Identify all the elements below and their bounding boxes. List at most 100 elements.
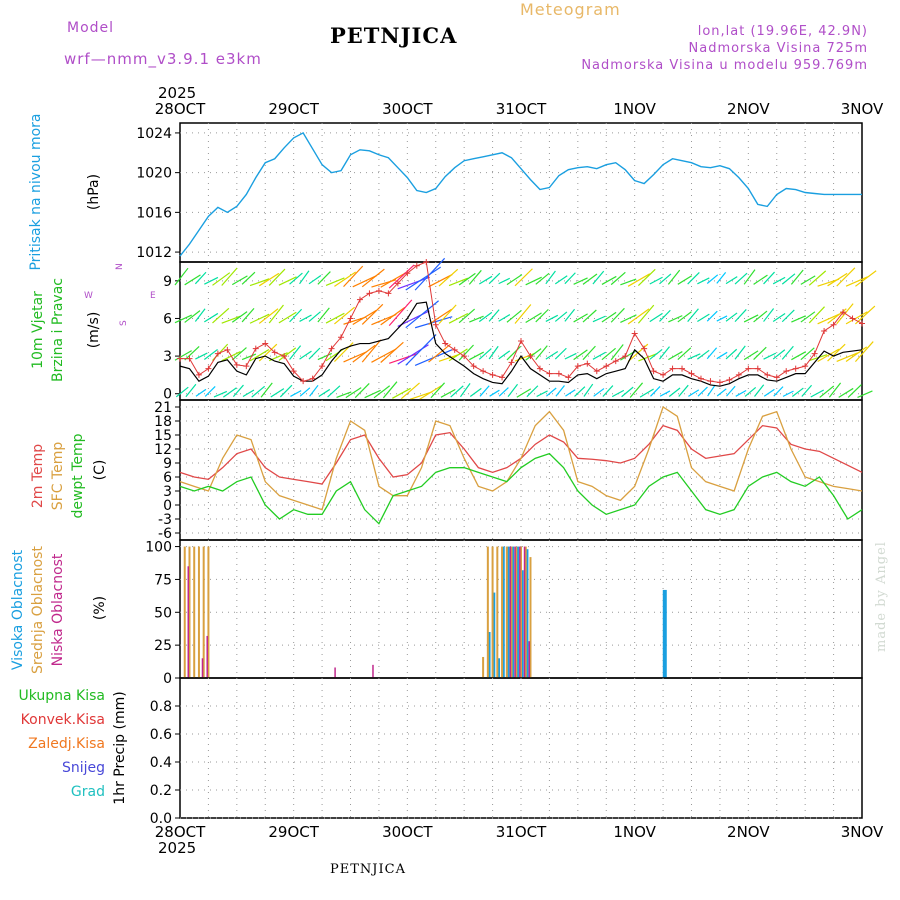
date-tick-top: 29OCT [268,100,319,118]
wind-arrow [857,390,873,399]
wind-arrow [697,386,708,397]
wind-arrow [716,315,728,322]
cloud-bar-2 [514,546,516,678]
cloud-bar-1 [486,546,489,678]
wind-arrow [373,385,391,399]
wind-arrow [506,345,521,361]
wind-arrow [498,314,511,322]
wind-arrow [489,389,500,397]
wind-arrow [371,348,397,363]
wind-arrow [308,311,321,322]
wind-arrow [790,269,804,285]
wind-arrow [232,384,244,398]
wind-arrow [498,387,509,397]
wind-arrow [677,311,692,323]
wind-arrow [241,271,256,285]
wind-arrow [258,272,280,287]
gust-marker [612,358,619,365]
gust-marker [394,280,401,287]
panel-frame-wind [179,261,863,401]
wind-arrow [448,312,469,324]
wind-arrow [325,277,345,286]
ytick-label-clouds: 75 [154,572,172,588]
wind-arrow [621,386,634,398]
cloud-bar-1 [197,546,200,678]
date-tick-bottom: 30OCT [382,823,433,841]
wind-arrow [734,309,747,323]
gust-marker [195,371,202,378]
wind-arrow [637,304,655,324]
wind-arrow [573,349,588,361]
wind-arrow [827,272,848,287]
wind-arrow [782,390,794,397]
gust-marker [622,353,629,360]
gust-marker [593,368,600,375]
wind-arrow [380,306,406,326]
wind-arrow [450,385,464,398]
wind-arrow [781,309,795,323]
wind-arrow [459,383,471,398]
wind-arrow [430,382,445,399]
wind-arrow [204,312,219,323]
wind-arrow [221,315,241,324]
wind-arrow [478,275,493,285]
wind-arrow [428,273,453,288]
gust-marker [565,374,572,381]
gust-marker [499,374,506,381]
wind-arrow [469,315,484,323]
cloud-bar-1 [520,546,522,678]
wind-arrow [361,339,382,363]
wind-arrow [743,269,756,285]
wind-arrow [706,347,718,360]
wind-arrow [687,353,701,360]
wind-arrow [763,388,775,397]
ytick-label-temperature: 18 [154,414,172,430]
product-title: Meteogram [520,0,621,19]
cloud-bar-0 [511,546,515,678]
wind-arrow [817,313,840,325]
compass-s: S [119,320,129,326]
wind-arrow [546,387,557,397]
gust-marker [536,365,543,372]
wind-arrow [400,382,420,400]
gust-marker [442,340,449,347]
wind-arrow [734,345,746,360]
wind-arrow [268,304,284,324]
wind-title-1: 10m Vjetar [30,291,46,369]
gust-marker [584,360,591,367]
wind-arrow [697,277,710,285]
wind-arrow [278,276,297,286]
wind-arrow [397,276,430,290]
wind-arrow [754,384,765,397]
wind-arrow [514,268,533,287]
wind-arrow [845,311,868,325]
gust-marker [470,363,477,370]
wind-arrow [389,352,419,364]
wind-arrow [334,271,356,287]
pressure-title: Pritisak na nivou mora [28,113,44,270]
gust-marker [319,363,326,370]
wind-arrow [601,275,617,285]
wind-arrow [610,271,626,286]
station-title: PETNJICA [330,23,458,48]
wind-arrow [352,309,377,325]
cloud-bar-1 [510,546,513,678]
wind-arrow [498,350,511,360]
wind-arrow [800,347,815,361]
gust-marker [660,371,667,378]
wind-arrow [629,382,644,398]
wind-arrow [854,341,874,362]
wind-arrow [343,265,364,288]
gust-marker [821,328,828,334]
ytick-label-wind: 0 [163,387,172,403]
wind-arrow [743,350,759,361]
wind-arrow [808,270,827,286]
wind-arrow [668,387,681,397]
wind-arrow [364,389,381,399]
model-label: Model [67,20,115,36]
wind-arrow [249,278,270,287]
wind-arrow [610,307,625,323]
compass-w: W [84,291,93,301]
temp-title-dew: dewpt Temp [70,433,86,518]
wind-arrow [221,267,238,286]
